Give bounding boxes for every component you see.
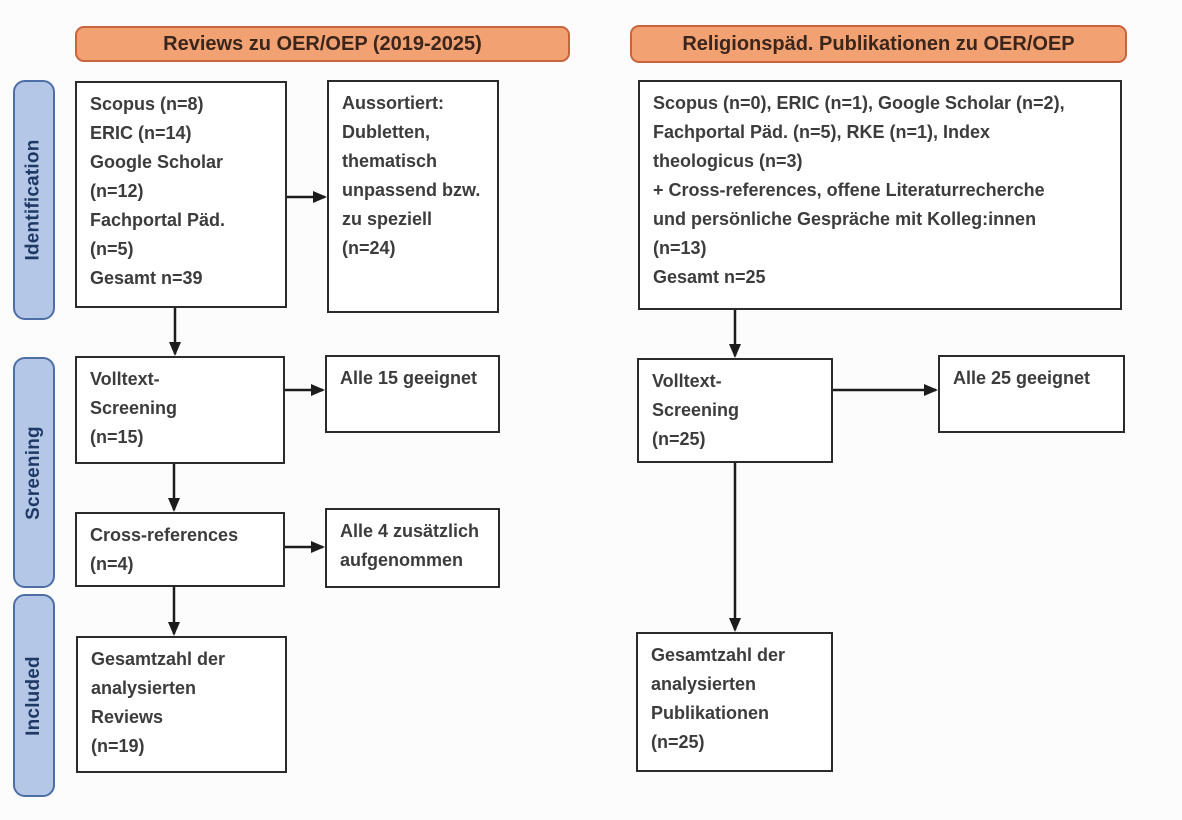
box-crossreferences-reviews: Cross-references (n=4) — [75, 512, 285, 587]
box-included-publications: Gesamtzahl der analysierten Publikatione… — [636, 632, 833, 772]
box-excluded-reviews-text: Aussortiert: Dubletten, thematisch unpas… — [342, 93, 481, 258]
box-included-reviews-text: Gesamtzahl der analysierten Reviews (n=1… — [91, 649, 226, 756]
stage-label-screening: Screening — [13, 357, 55, 588]
box-fulltext-screening-publications: Volltext- Screening (n=25) — [637, 358, 833, 463]
box-included-reviews: Gesamtzahl der analysierten Reviews (n=1… — [76, 636, 287, 773]
box-fulltext-screening-publications-text: Volltext- Screening (n=25) — [652, 371, 740, 449]
box-sources-reviews-text: Scopus (n=8) ERIC (n=14) Google Scholar … — [90, 94, 226, 288]
box-fulltext-screening-reviews-text: Volltext- Screening (n=15) — [90, 369, 178, 447]
stage-label-screening-text: Screening — [23, 425, 45, 520]
column-header-reviews: Reviews zu OER/OEP (2019-2025) — [75, 26, 570, 62]
box-crossref-result-reviews: Alle 4 zusätzlich aufgenommen — [325, 508, 500, 588]
stage-label-included: Included — [13, 594, 55, 797]
stage-label-identification-text: Identification — [23, 139, 44, 261]
box-crossreferences-reviews-text: Cross-references (n=4) — [90, 525, 239, 574]
box-sources-publications: Scopus (n=0), ERIC (n=1), Google Scholar… — [638, 80, 1122, 310]
box-fulltext-screening-reviews: Volltext- Screening (n=15) — [75, 356, 285, 464]
stage-label-identification: Identification — [13, 80, 55, 320]
stage-label-included-text: Included — [23, 655, 44, 736]
box-fulltext-result-publications-text: Alle 25 geeignet — [953, 368, 1091, 388]
box-excluded-reviews: Aussortiert: Dubletten, thematisch unpas… — [327, 80, 499, 313]
box-fulltext-result-publications: Alle 25 geeignet — [938, 355, 1125, 433]
box-fulltext-result-reviews-text: Alle 15 geeignet — [340, 368, 478, 388]
box-crossref-result-reviews-text: Alle 4 zusätzlich aufgenommen — [340, 521, 480, 570]
box-included-publications-text: Gesamtzahl der analysierten Publikatione… — [651, 645, 786, 752]
box-sources-publications-text: Scopus (n=0), ERIC (n=1), Google Scholar… — [653, 93, 1065, 287]
column-header-religionspaed: Religionspäd. Publikationen zu OER/OEP — [630, 25, 1127, 63]
box-sources-reviews: Scopus (n=8) ERIC (n=14) Google Scholar … — [75, 81, 287, 308]
box-fulltext-result-reviews: Alle 15 geeignet — [325, 355, 500, 433]
